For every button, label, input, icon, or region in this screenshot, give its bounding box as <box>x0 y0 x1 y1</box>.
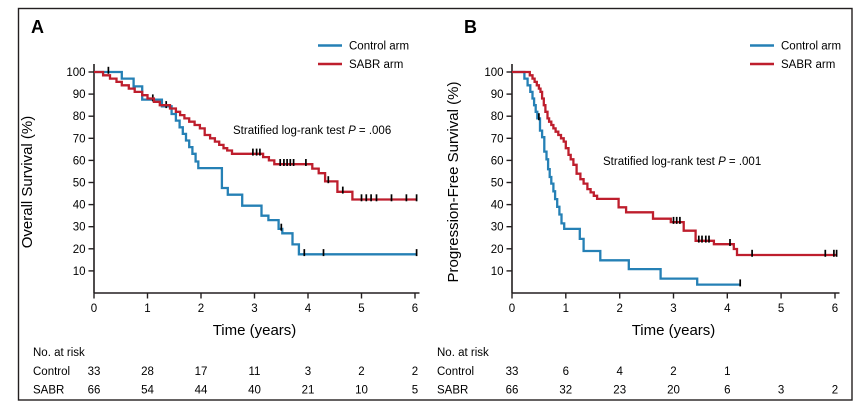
panel-letter: B <box>464 17 477 37</box>
x-tick-label: 2 <box>616 303 622 315</box>
at-risk-value: 23 <box>613 385 626 397</box>
censor-marks-control <box>107 66 418 257</box>
legend-label: SABR arm <box>781 59 835 71</box>
y-tick-label: 100 <box>66 67 85 79</box>
at-risk-value: 1 <box>724 366 730 378</box>
at-risk-value: 28 <box>141 366 154 378</box>
curve-control <box>512 70 741 286</box>
x-tick-label: 4 <box>724 303 731 315</box>
y-tick-label: 90 <box>491 89 504 101</box>
y-tick-label: 40 <box>73 200 86 212</box>
x-tick-label: 6 <box>832 303 838 315</box>
legend-label: Control arm <box>781 41 841 53</box>
log-rank-annotation: Stratified log-rank test P = .006 <box>233 125 391 137</box>
x-tick-label: 0 <box>509 303 515 315</box>
y-tick-label: 20 <box>73 244 86 256</box>
at-risk-value: 54 <box>141 385 154 397</box>
at-risk-value: 66 <box>88 385 101 397</box>
y-tick-label: 20 <box>491 244 504 256</box>
x-tick-label: 1 <box>563 303 569 315</box>
x-axis-title: Time (years) <box>213 322 297 339</box>
y-tick-label: 90 <box>73 89 86 101</box>
at-risk-value: 32 <box>559 385 572 397</box>
annotation-prefix: Stratified log-rank test <box>603 156 718 168</box>
y-tick-label: 70 <box>491 133 504 145</box>
x-axis-title: Time (years) <box>632 322 716 339</box>
at-risk-value: 21 <box>302 385 315 397</box>
x-tick-label: 6 <box>412 303 418 315</box>
x-tick-label: 5 <box>778 303 784 315</box>
annotation-p-symbol: P <box>348 125 356 137</box>
y-tick-label: 60 <box>491 155 504 167</box>
at-risk-value: 33 <box>506 366 519 378</box>
at-risk-value: 6 <box>563 366 569 378</box>
y-tick-label: 40 <box>491 200 504 212</box>
at-risk-value: 20 <box>667 385 680 397</box>
at-risk-value: 2 <box>358 366 364 378</box>
at-risk-value: 2 <box>832 385 838 397</box>
at-risk-row-label: SABR <box>33 385 64 397</box>
y-tick-label: 50 <box>73 178 86 190</box>
y-tick-label: 50 <box>491 178 504 190</box>
y-axis-title: Progression-Free Survival (%) <box>445 82 462 283</box>
at-risk-value: 2 <box>670 366 676 378</box>
curve-sabr <box>512 70 837 257</box>
at-risk-row-label: SABR <box>437 385 468 397</box>
x-tick-label: 3 <box>670 303 676 315</box>
at-risk-title: No. at risk <box>437 347 489 359</box>
annotation-p-value: = .001 <box>726 156 762 168</box>
figure-border <box>17 7 853 401</box>
curve-control <box>94 70 417 256</box>
at-risk-value: 66 <box>506 385 519 397</box>
at-risk-value: 3 <box>305 366 311 378</box>
x-tick-label: 0 <box>91 303 97 315</box>
x-tick-label: 3 <box>251 303 257 315</box>
legend-label: SABR arm <box>349 59 403 71</box>
at-risk-title: No. at risk <box>33 347 85 359</box>
x-tick-label: 2 <box>198 303 204 315</box>
y-axis-title: Overall Survival (%) <box>19 116 36 249</box>
at-risk-value: 11 <box>249 366 261 378</box>
y-tick-label: 30 <box>73 222 86 234</box>
at-risk-value: 17 <box>195 366 208 378</box>
at-risk-value: 6 <box>724 385 730 397</box>
x-tick-label: 5 <box>358 303 364 315</box>
at-risk-value: 44 <box>195 385 208 397</box>
at-risk-value: 2 <box>412 366 418 378</box>
y-tick-label: 10 <box>491 266 504 278</box>
y-tick-label: 10 <box>73 266 86 278</box>
at-risk-value: 3 <box>778 385 784 397</box>
at-risk-value: 33 <box>88 366 101 378</box>
y-tick-label: 100 <box>484 67 503 79</box>
log-rank-annotation: Stratified log-rank test P = .001 <box>603 156 761 168</box>
censor-marks-sabr <box>672 216 838 257</box>
at-risk-value: 10 <box>355 385 368 397</box>
at-risk-value: 40 <box>248 385 261 397</box>
annotation-p-value: = .006 <box>356 125 392 137</box>
panel-letter: A <box>31 17 44 37</box>
y-tick-label: 70 <box>73 133 86 145</box>
annotation-prefix: Stratified log-rank test <box>233 125 348 137</box>
at-risk-value: 5 <box>412 385 418 397</box>
at-risk-value: 4 <box>616 366 623 378</box>
censor-marks-sabr <box>252 148 418 202</box>
legend-label: Control arm <box>349 41 409 53</box>
censor-marks-control <box>538 113 742 287</box>
x-tick-label: 4 <box>305 303 312 315</box>
at-risk-row-label: Control <box>33 366 70 378</box>
y-tick-label: 80 <box>73 111 86 123</box>
y-tick-label: 60 <box>73 155 86 167</box>
annotation-p-symbol: P <box>718 156 726 168</box>
at-risk-row-label: Control <box>437 366 474 378</box>
x-tick-label: 1 <box>144 303 150 315</box>
y-tick-label: 30 <box>491 222 504 234</box>
y-tick-label: 80 <box>491 111 504 123</box>
